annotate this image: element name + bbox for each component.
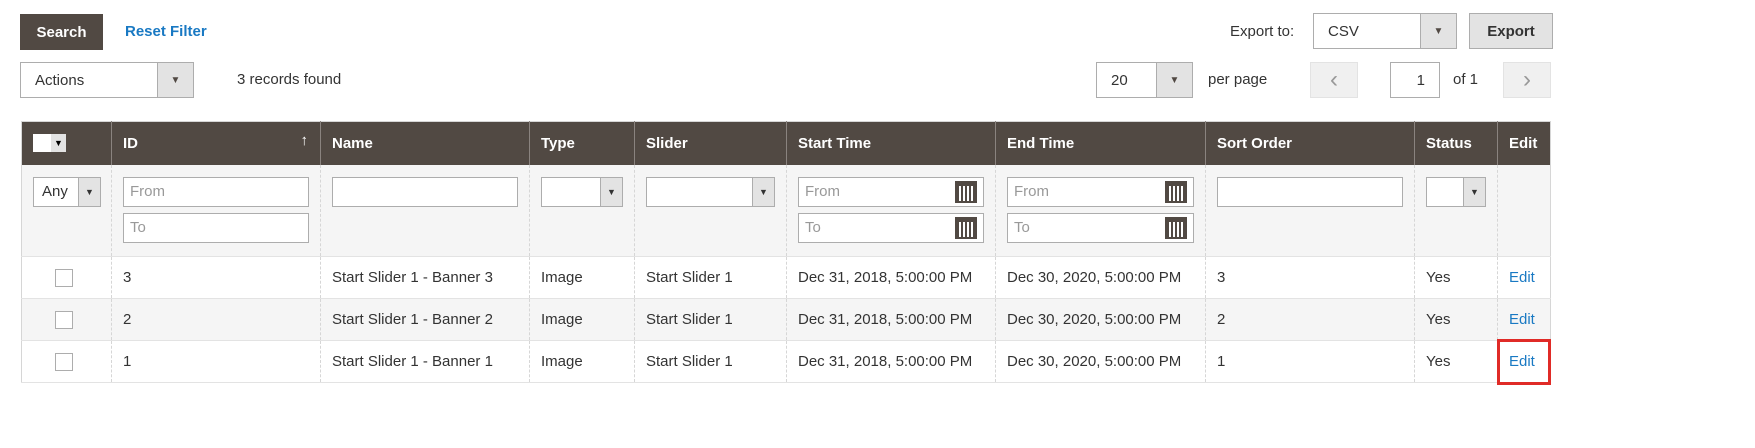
chevron-down-icon: ▼: [600, 177, 622, 206]
cell-slider: Start Slider 1: [634, 340, 787, 383]
cell-status: Yes: [1414, 340, 1498, 383]
column-header-sort-order[interactable]: Sort Order: [1205, 121, 1415, 165]
records-count: 3 records found: [237, 71, 342, 88]
banner-grid: ▼ ID ↑ Name Type Slider Start Time End Ti…: [21, 121, 1551, 383]
next-page-button[interactable]: ›: [1503, 62, 1551, 98]
cell-status: Yes: [1414, 298, 1498, 341]
id-from-input[interactable]: From: [123, 176, 309, 207]
filter-value: Any: [42, 182, 68, 200]
actions-select[interactable]: Actions ▼: [20, 62, 194, 98]
name-filter-input[interactable]: [332, 176, 518, 207]
id-to-input[interactable]: To: [123, 212, 309, 243]
cell-end: Dec 30, 2020, 5:00:00 PM: [995, 256, 1206, 299]
start-time-from-input[interactable]: From: [798, 176, 984, 207]
column-header-status[interactable]: Status: [1414, 121, 1498, 165]
cell-status: Yes: [1414, 256, 1498, 299]
placeholder: To: [805, 218, 821, 236]
end-time-to-input[interactable]: To: [1007, 212, 1194, 243]
cell-sort: 2: [1205, 298, 1415, 341]
mass-select-filter[interactable]: Any ▼: [33, 176, 101, 207]
chevron-down-icon: ▼: [1156, 63, 1192, 97]
column-header-id[interactable]: ID ↑: [111, 121, 321, 165]
column-header-end-time[interactable]: End Time: [995, 121, 1206, 165]
column-header-edit: Edit: [1497, 121, 1551, 165]
status-filter-select[interactable]: ▼: [1426, 176, 1486, 207]
slider-filter-select[interactable]: ▼: [646, 176, 775, 207]
cell-sort: 3: [1205, 256, 1415, 299]
export-button[interactable]: Export: [1469, 13, 1553, 49]
chevron-down-icon: ▼: [1420, 14, 1456, 48]
calendar-icon[interactable]: [955, 216, 977, 239]
edit-link[interactable]: Edit: [1509, 311, 1535, 328]
type-filter-select[interactable]: ▼: [541, 176, 623, 207]
cell-name: Start Slider 1 - Banner 3: [320, 256, 530, 299]
table-row[interactable]: 2 Start Slider 1 - Banner 2 Image Start Sli…: [21, 298, 1551, 341]
column-header-slider[interactable]: Slider: [634, 121, 787, 165]
cell-name: Start Slider 1 - Banner 1: [320, 340, 530, 383]
cell-type: Image: [529, 298, 635, 341]
cell-end: Dec 30, 2020, 5:00:00 PM: [995, 340, 1206, 383]
cell-start: Dec 31, 2018, 5:00:00 PM: [786, 340, 996, 383]
table-row[interactable]: 1 Start Slider 1 - Banner 1 Image Start Sli…: [21, 340, 1551, 383]
export-label: Export to:: [1230, 23, 1295, 40]
row-checkbox[interactable]: [55, 310, 73, 329]
table-row[interactable]: 3 Start Slider 1 - Banner 3 Image Start Sli…: [21, 256, 1551, 299]
end-time-from-input[interactable]: From: [1007, 176, 1194, 207]
cell-id: 3: [111, 256, 321, 299]
page-value: 1: [1416, 71, 1425, 89]
page-input[interactable]: 1: [1390, 62, 1440, 98]
cell-start: Dec 31, 2018, 5:00:00 PM: [786, 298, 996, 341]
reset-filter-link[interactable]: Reset Filter: [125, 23, 207, 40]
export-format-select[interactable]: CSV ▼: [1313, 13, 1457, 49]
export-format-value: CSV: [1328, 22, 1359, 40]
placeholder: From: [805, 182, 840, 200]
actions-value: Actions: [35, 71, 85, 89]
cell-end: Dec 30, 2020, 5:00:00 PM: [995, 298, 1206, 341]
chevron-down-icon: ▼: [1463, 177, 1485, 206]
column-header-name[interactable]: Name: [320, 121, 530, 165]
edit-link[interactable]: Edit: [1509, 269, 1535, 286]
placeholder: From: [1014, 182, 1049, 200]
calendar-icon[interactable]: [955, 180, 977, 203]
chevron-down-icon: ▼: [157, 63, 193, 97]
cell-id: 2: [111, 298, 321, 341]
cell-start: Dec 31, 2018, 5:00:00 PM: [786, 256, 996, 299]
cell-type: Image: [529, 340, 635, 383]
chevron-down-icon: ▼: [78, 177, 100, 206]
cell-id: 1: [111, 340, 321, 383]
start-time-to-input[interactable]: To: [798, 212, 984, 243]
mass-select-header[interactable]: ▼: [21, 121, 112, 165]
placeholder: To: [1014, 218, 1030, 236]
cell-name: Start Slider 1 - Banner 2: [320, 298, 530, 341]
calendar-icon[interactable]: [1165, 180, 1187, 203]
per-page-label: per page: [1208, 71, 1268, 88]
cell-slider: Start Slider 1: [634, 298, 787, 341]
edit-link[interactable]: Edit: [1509, 353, 1535, 370]
chevron-down-icon: ▼: [51, 134, 66, 153]
page-total: of 1: [1453, 71, 1479, 88]
search-button[interactable]: Search: [20, 14, 103, 50]
chevron-down-icon: ▼: [752, 177, 774, 206]
cell-sort: 1: [1205, 340, 1415, 383]
calendar-icon[interactable]: [1165, 216, 1187, 239]
edit-highlight-box: [1497, 339, 1551, 385]
per-page-select[interactable]: 20 ▼: [1096, 62, 1193, 98]
row-checkbox[interactable]: [55, 352, 73, 371]
cell-slider: Start Slider 1: [634, 256, 787, 299]
prev-page-button[interactable]: ‹: [1310, 62, 1358, 98]
column-header-type[interactable]: Type: [529, 121, 635, 165]
column-header-start-time[interactable]: Start Time: [786, 121, 996, 165]
row-checkbox[interactable]: [55, 268, 73, 287]
sort-arrow-up-icon: ↑: [300, 132, 309, 149]
sort-order-filter-input[interactable]: [1217, 176, 1403, 207]
column-label: ID: [123, 134, 138, 152]
cell-type: Image: [529, 256, 635, 299]
per-page-value: 20: [1111, 71, 1128, 89]
